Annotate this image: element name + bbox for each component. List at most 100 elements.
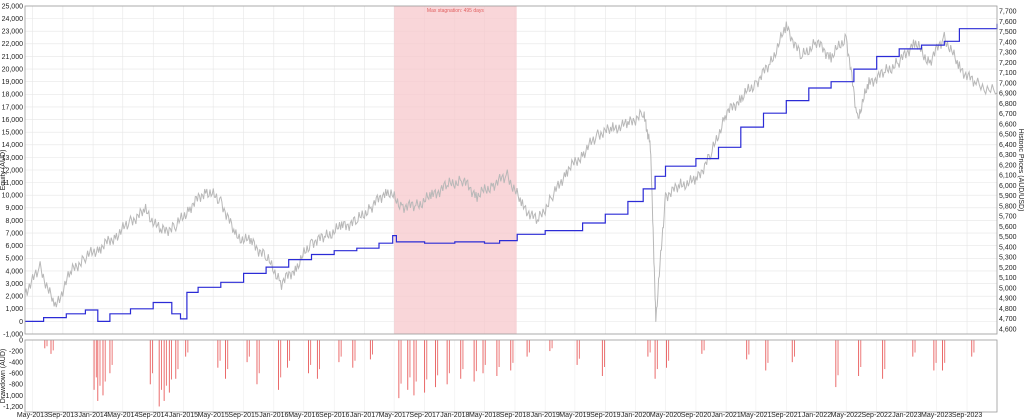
y-left-tick-label: 22,000: [2, 41, 24, 48]
y-right-tick-label: 7,300: [999, 50, 1017, 57]
y-left-tick-label: 3,000: [5, 281, 23, 288]
y-right-tick-label: 6,800: [999, 101, 1017, 108]
drawdown-axis-ticks: 0 -200 -400 -600 -800 -1,000 -1,200: [3, 337, 23, 410]
x-tick-label: May-2019: [559, 412, 590, 419]
y-axis-left-ticks: -1,000 0 1,000 2,000 3,000 4,000 5,000 6,000 7,0…: [2, 3, 24, 338]
y-right-tick-label: 6,900: [999, 91, 1017, 98]
y-right-tick-label: 7,500: [999, 29, 1017, 36]
y-right-tick-label: 4,600: [999, 326, 1017, 333]
y-right-tick-label: 5,000: [999, 285, 1017, 292]
x-axis-ticks: May-2013 Sep-2013 Jan-2014 May-2014 Sep-2014…: [17, 412, 982, 419]
y-left-tick-label: 12,000: [2, 167, 24, 174]
x-tick-label: May-2017: [379, 412, 410, 419]
y-axis-right-title: Historic Prices (AUD/USD): [1017, 129, 1024, 212]
y-left-tick-label: -1,000: [3, 331, 23, 338]
x-tick-label: Sep-2023: [952, 412, 982, 419]
drawdown-plot-frame: [24, 339, 998, 413]
x-tick-label: Jan-2019: [531, 412, 560, 419]
dd-tick-label: -600: [9, 371, 23, 378]
x-tick-label: May-2022: [831, 412, 862, 419]
y-right-tick-label: 7,200: [999, 60, 1017, 67]
equity-line: [25, 23, 998, 322]
y-left-tick-label: 17,000: [2, 104, 24, 111]
x-tick-label: Sep-2015: [228, 412, 258, 419]
y-left-tick-label: 15,000: [2, 130, 24, 137]
y-left-tick-label: 9,000: [5, 205, 23, 212]
y-left-tick-label: 6,000: [5, 243, 23, 250]
y-left-tick-label: 5,000: [5, 256, 23, 263]
x-tick-label: Sep-2021: [771, 412, 801, 419]
x-tick-label: May-2013: [17, 412, 48, 419]
dd-tick-label: -1,000: [3, 393, 23, 400]
dd-tick-label: 0: [19, 337, 23, 344]
y-left-tick-label: 7,000: [5, 230, 23, 237]
y-left-tick-label: 2,000: [5, 294, 23, 301]
x-tick-label: Jan-2020: [621, 412, 650, 419]
y-right-tick-label: 4,700: [999, 316, 1017, 323]
dd-tick-label: -800: [9, 382, 23, 389]
y-right-tick-label: 7,000: [999, 80, 1017, 87]
x-tick-label: May-2014: [107, 412, 138, 419]
y-right-tick-label: 6,500: [999, 132, 1017, 139]
y-right-tick-label: 6,600: [999, 121, 1017, 128]
equity-series-layer: [25, 23, 998, 322]
main-plot-frame: [24, 5, 998, 335]
y-right-tick-label: 6,100: [999, 173, 1017, 180]
y-left-tick-label: 10,000: [2, 193, 24, 200]
y-left-tick-label: 21,000: [2, 54, 24, 61]
y-right-tick-label: 5,100: [999, 275, 1017, 282]
y-left-tick-label: 8,000: [5, 218, 23, 225]
y-right-tick-label: 7,400: [999, 39, 1017, 46]
y-right-tick-label: 6,400: [999, 142, 1017, 149]
stagnation-band: [394, 6, 517, 334]
x-tick-label: Jan-2023: [892, 412, 921, 419]
y-right-tick-label: 7,600: [999, 19, 1017, 26]
y-right-tick-label: 5,300: [999, 255, 1017, 262]
stagnation-annotation: Max stagnation: 495 days: [427, 8, 484, 14]
y-right-tick-label: 5,800: [999, 203, 1017, 210]
y-right-tick-label: 6,200: [999, 162, 1017, 169]
y-left-tick-label: 11,000: [2, 180, 23, 187]
y-axis-left-title: Equity (AUD): [0, 150, 7, 191]
x-tick-label: Sep-2013: [48, 412, 78, 419]
x-tick-label: Sep-2017: [409, 412, 439, 419]
price-series-layer: [24, 21, 998, 322]
y-left-tick-label: 0: [19, 319, 23, 326]
price-line: [24, 21, 998, 322]
y-left-tick-label: 25,000: [2, 3, 24, 10]
x-tick-label: May-2015: [198, 412, 229, 419]
y-right-tick-label: 7,700: [999, 9, 1017, 16]
y-right-tick-label: 6,300: [999, 152, 1017, 159]
y-left-tick-label: 24,000: [2, 16, 24, 23]
x-tick-label: Sep-2020: [681, 412, 711, 419]
y-right-tick-label: 5,900: [999, 193, 1017, 200]
y-right-tick-label: 4,800: [999, 306, 1017, 313]
x-tick-label: Sep-2018: [500, 412, 530, 419]
x-tick-label: May-2023: [921, 412, 952, 419]
y-right-tick-label: 7,100: [999, 70, 1017, 77]
y-right-tick-label: 6,700: [999, 111, 1017, 118]
dd-tick-label: -200: [9, 348, 23, 355]
y-left-tick-label: 4,000: [5, 268, 23, 275]
x-tick-label: Jan-2022: [802, 412, 831, 419]
x-tick-label: May-2021: [740, 412, 771, 419]
plot-frames: [24, 5, 998, 413]
x-tick-label: May-2018: [469, 412, 500, 419]
x-tick-label: Sep-2019: [590, 412, 620, 419]
dd-tick-label: -400: [9, 360, 23, 367]
x-tick-label: Jan-2014: [78, 412, 107, 419]
y-left-tick-label: 18,000: [2, 92, 24, 99]
x-tick-label: Sep-2022: [861, 412, 891, 419]
y-right-tick-label: 6,000: [999, 183, 1017, 190]
y-left-tick-label: 19,000: [2, 79, 24, 86]
y-axis-right-ticks: 4,600 4,700 4,800 4,900 5,000 5,100 5,200 5,300…: [999, 9, 1017, 334]
dd-tick-label: -1,200: [3, 404, 23, 411]
y-left-tick-label: 14,000: [2, 142, 24, 149]
y-left-tick-label: 23,000: [2, 29, 24, 36]
y-left-tick-label: 20,000: [2, 66, 24, 73]
x-tick-label: Jan-2016: [259, 412, 288, 419]
x-tick-label: Jan-2017: [350, 412, 379, 419]
y-left-tick-label: 1,000: [5, 306, 23, 313]
y-right-tick-label: 5,400: [999, 244, 1017, 251]
